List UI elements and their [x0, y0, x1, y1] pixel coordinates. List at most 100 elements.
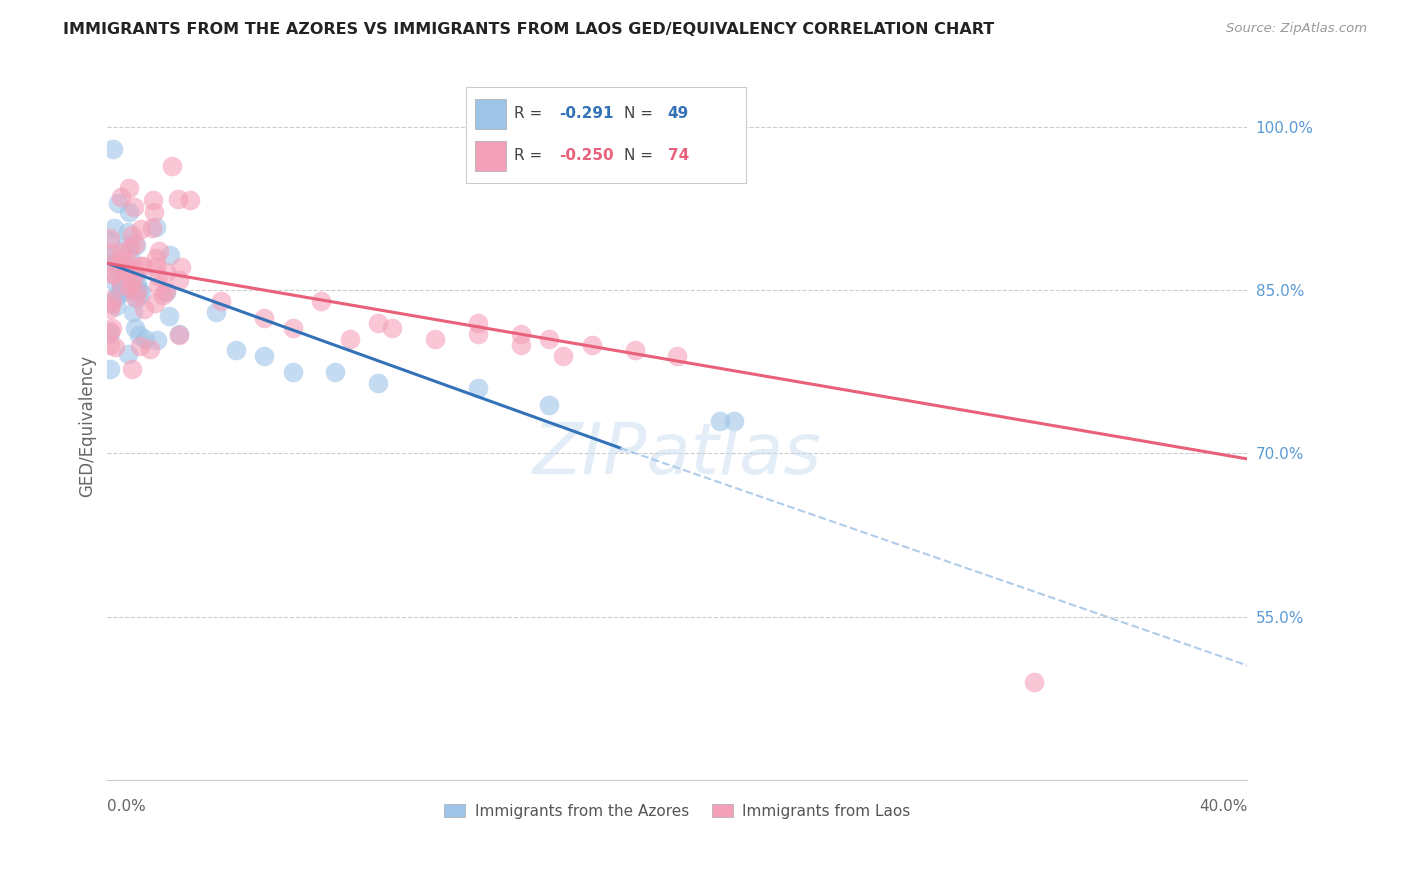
Point [124, 321, 146, 335]
Point [118, 241, 141, 255]
Point [125, 291, 148, 305]
Point [122, 201, 145, 215]
Point [98, 324, 121, 338]
Point [118, 181, 141, 195]
Point [125, 238, 148, 252]
Point [253, 349, 276, 363]
Text: 40.0%: 40.0% [1199, 799, 1247, 814]
Point [155, 285, 177, 300]
Text: Source: ZipAtlas.com: Source: ZipAtlas.com [1226, 22, 1367, 36]
Point [98, 231, 121, 245]
Legend: Immigrants from the Azores, Immigrants from Laos: Immigrants from the Azores, Immigrants f… [439, 797, 917, 825]
Point [100, 297, 122, 311]
Point [139, 342, 162, 356]
Point [509, 338, 531, 352]
Point [100, 245, 122, 260]
Point [107, 196, 129, 211]
Point [129, 222, 152, 236]
Point [381, 321, 404, 335]
Point [423, 332, 446, 346]
Point [121, 274, 143, 288]
Point [101, 293, 124, 307]
Point [98, 337, 121, 351]
Point [253, 310, 276, 325]
Point [98, 326, 121, 341]
Point [114, 262, 136, 277]
Point [159, 248, 181, 262]
Point [146, 269, 169, 284]
Point [179, 193, 201, 207]
Point [167, 326, 190, 341]
Point [118, 251, 141, 265]
Point [225, 343, 247, 358]
Point [117, 225, 139, 239]
Point [122, 259, 145, 273]
Point [553, 349, 575, 363]
Point [121, 361, 143, 376]
Point [666, 349, 689, 363]
Point [104, 299, 127, 313]
Text: 0.0%: 0.0% [107, 799, 146, 814]
Point [110, 245, 132, 260]
Point [142, 194, 165, 208]
Point [623, 343, 645, 358]
Point [325, 365, 347, 379]
Point [367, 376, 389, 390]
Point [122, 304, 145, 318]
Point [723, 414, 745, 428]
Point [281, 321, 304, 335]
Point [110, 284, 132, 298]
Point [167, 328, 190, 343]
Point [128, 328, 150, 343]
Point [124, 268, 146, 283]
Point [167, 273, 190, 287]
Point [134, 332, 156, 346]
Point [104, 341, 127, 355]
Point [115, 237, 138, 252]
Point [145, 251, 167, 265]
Point [129, 259, 152, 273]
Point [110, 190, 132, 204]
Point [339, 332, 361, 346]
Point [467, 326, 489, 341]
Point [142, 205, 165, 219]
Point [124, 290, 146, 304]
Point [538, 398, 561, 412]
Point [309, 294, 332, 309]
Point [103, 221, 125, 235]
Point [145, 260, 167, 274]
Point [103, 275, 125, 289]
Point [125, 285, 148, 300]
Point [98, 295, 121, 310]
Point [1022, 674, 1045, 689]
Point [509, 326, 531, 341]
Point [166, 192, 188, 206]
Point [467, 381, 489, 395]
Point [209, 294, 232, 309]
Point [152, 288, 174, 302]
Point [581, 338, 603, 352]
Point [170, 260, 193, 274]
Point [110, 283, 132, 297]
Point [160, 159, 183, 173]
Point [118, 281, 141, 295]
Point [112, 252, 135, 266]
Point [148, 244, 170, 258]
Text: IMMIGRANTS FROM THE AZORES VS IMMIGRANTS FROM LAOS GED/EQUIVALENCY CORRELATION C: IMMIGRANTS FROM THE AZORES VS IMMIGRANTS… [63, 22, 994, 37]
Point [101, 253, 124, 268]
Point [122, 268, 145, 282]
Point [367, 316, 389, 330]
Point [115, 285, 138, 299]
Point [100, 267, 122, 281]
Point [101, 249, 124, 263]
Point [125, 283, 148, 297]
Point [103, 257, 125, 271]
Point [124, 236, 146, 251]
Point [141, 221, 163, 235]
Point [129, 286, 152, 301]
Point [155, 265, 177, 279]
Point [281, 365, 304, 379]
Point [112, 260, 135, 275]
Point [110, 273, 132, 287]
Point [132, 260, 155, 274]
